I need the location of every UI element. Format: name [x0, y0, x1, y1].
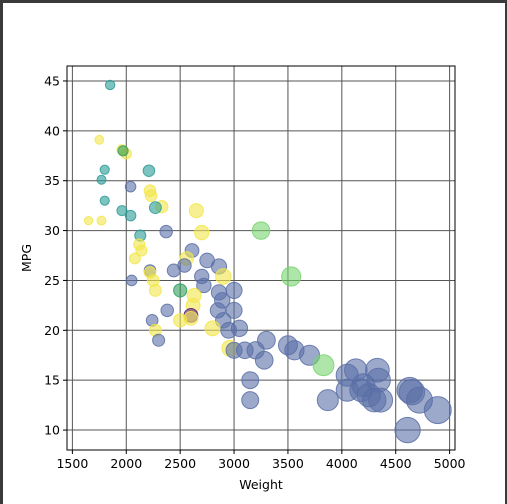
- x-tick-label: 5000: [434, 456, 466, 471]
- scatter-point: [83, 215, 94, 226]
- x-tick-label: 1500: [56, 456, 88, 471]
- scatter-point: [129, 252, 141, 265]
- y-tick-label: 45: [44, 73, 60, 88]
- scatter-point: [368, 387, 394, 413]
- x-tick-label: 4500: [380, 456, 412, 471]
- scatter-point: [173, 283, 188, 298]
- scatter-point: [423, 396, 452, 425]
- scatter-point: [99, 195, 110, 206]
- scatter-point: [312, 354, 335, 377]
- scatter-point: [204, 320, 221, 337]
- scatter-point: [188, 203, 204, 219]
- scatter-point: [104, 79, 116, 91]
- x-tick-label: 3500: [272, 456, 304, 471]
- y-tick-label: 40: [44, 123, 60, 138]
- scatter-point: [144, 189, 158, 202]
- y-tick-label: 15: [44, 373, 60, 388]
- y-tick-label: 25: [44, 273, 60, 288]
- scatter-point: [125, 274, 138, 287]
- scatter-point: [251, 221, 271, 240]
- scatter-point: [394, 416, 421, 444]
- scatter-point: [230, 319, 249, 337]
- scatter-point: [96, 215, 107, 226]
- x-tick-label: 2000: [110, 456, 142, 471]
- scatter-point: [152, 333, 166, 347]
- scatter-point: [160, 303, 174, 318]
- scatter-point: [148, 201, 162, 215]
- scatter-point: [194, 224, 210, 241]
- scatter-point: [142, 164, 156, 177]
- y-tick-label: 20: [44, 323, 60, 338]
- data-points: [83, 79, 452, 444]
- scatter-point: [316, 389, 339, 412]
- scatter-point: [241, 391, 260, 410]
- y-axis-ticks: 10 15 20 25 30 35 40 45: [44, 73, 67, 438]
- x-tick-label: 3000: [218, 456, 250, 471]
- x-tick-label: 2500: [164, 456, 196, 471]
- y-tick-label: 10: [44, 423, 60, 438]
- x-tick-label: 4000: [326, 456, 358, 471]
- scatter-point: [241, 371, 260, 390]
- scatter-point: [117, 145, 129, 157]
- scatter-point: [173, 313, 188, 328]
- scatter-point: [124, 180, 137, 193]
- window-frame-right: [505, 0, 507, 504]
- scatter-point: [196, 277, 212, 294]
- scatter-point: [215, 268, 232, 285]
- x-axis-label: Weight: [239, 477, 283, 492]
- x-axis-ticks: 1500 2000 2500 3000 3500 4000 4500 5000: [56, 450, 466, 471]
- scatter-point: [124, 209, 137, 222]
- scatter-point: [254, 350, 274, 370]
- y-axis-label: MPG: [19, 244, 34, 272]
- window-frame-top: [0, 0, 507, 3]
- scatter-point: [94, 134, 105, 145]
- scatter-point: [225, 301, 243, 319]
- window-frame-left: [0, 0, 3, 504]
- y-tick-label: 35: [44, 173, 60, 188]
- scatter-point: [99, 164, 110, 175]
- scatter-point: [96, 174, 107, 185]
- y-tick-label: 30: [44, 223, 60, 238]
- plot-frame: [66, 65, 456, 451]
- scatter-point: [135, 244, 148, 257]
- scatter-point: [116, 205, 128, 217]
- scatter-point: [159, 224, 173, 239]
- scatter-point: [148, 283, 162, 297]
- scatter-point: [166, 263, 181, 278]
- scatter-point: [281, 266, 302, 287]
